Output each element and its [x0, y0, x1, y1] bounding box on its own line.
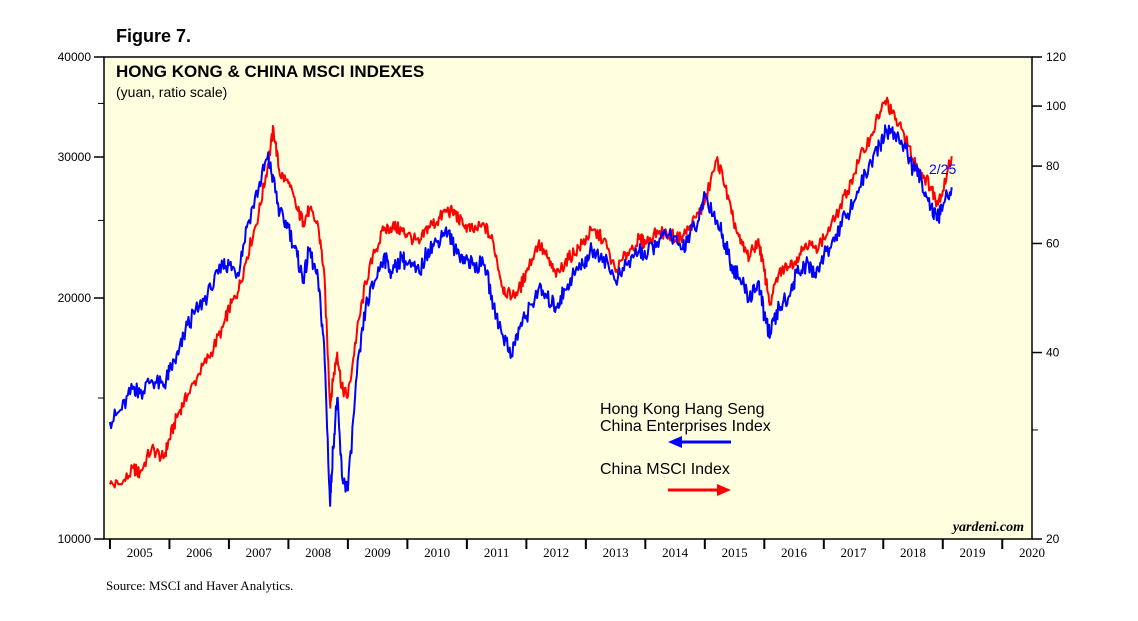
x-axis: 2005 2006 2007 2008 2009 2010 2011 2012 2013 2014…	[108, 539, 1045, 560]
left-tick-label: 30000	[58, 150, 92, 164]
right-tick-label: 80	[1046, 159, 1060, 173]
legend: Hong Kong Hang Seng China Enterprises In…	[600, 401, 771, 496]
figure-label: Figure 7.	[116, 26, 192, 46]
legend-hsce-arrow-left-icon	[668, 436, 731, 448]
right-tick-label: 20	[1046, 532, 1060, 546]
right-tick-label: 120	[1046, 50, 1066, 64]
x-tick-label: 2011	[484, 545, 510, 560]
x-tick-label: 2008	[305, 545, 331, 560]
watermark: yardeni.com	[951, 520, 1024, 535]
chart-title: HONG KONG & CHINA MSCI INDEXES	[116, 62, 424, 81]
series-line-msci	[108, 96, 953, 489]
left-axis: 10000 20000 30000 40000	[58, 50, 104, 546]
left-tick-label: 40000	[58, 50, 92, 64]
left-tick-label: 20000	[58, 291, 92, 305]
legend-hsce-line1: Hong Kong Hang Seng	[600, 401, 765, 418]
x-tick-label: 2019	[960, 545, 986, 560]
x-tick-label: 2015	[722, 545, 748, 560]
right-axis: 20 40 60 80 100 120	[1032, 50, 1066, 546]
x-tick-label: 2016	[781, 545, 808, 560]
x-tick-label: 2006	[186, 545, 213, 560]
x-tick-label: 2018	[900, 545, 926, 560]
chart-subtitle: (yuan, ratio scale)	[116, 84, 227, 100]
right-tick-label: 60	[1046, 236, 1060, 250]
x-tick-label: 2014	[662, 545, 689, 560]
right-tick-label: 40	[1046, 346, 1060, 360]
source-note: Source: MSCI and Haver Analytics.	[106, 578, 294, 593]
x-tick-label: 2010	[424, 545, 450, 560]
legend-hsce-line2: China Enterprises Index	[600, 418, 771, 435]
legend-msci: China MSCI Index	[600, 461, 730, 478]
x-tick-label: 2017	[841, 545, 868, 560]
x-tick-label: 2007	[246, 545, 273, 560]
x-tick-label: 2013	[603, 545, 629, 560]
x-tick-label: 2012	[543, 545, 569, 560]
right-tick-label: 100	[1046, 99, 1066, 113]
series-layer	[108, 96, 953, 507]
plot-area	[103, 56, 1033, 540]
legend-msci-arrow-right-icon	[668, 484, 731, 496]
series-line-hsce	[108, 124, 953, 507]
x-tick-label: 2009	[365, 545, 391, 560]
x-tick-label: 2020	[1019, 545, 1045, 560]
x-tick-label: 2005	[127, 545, 153, 560]
end-date-label: 2/25	[929, 161, 956, 177]
left-tick-label: 10000	[58, 532, 92, 546]
